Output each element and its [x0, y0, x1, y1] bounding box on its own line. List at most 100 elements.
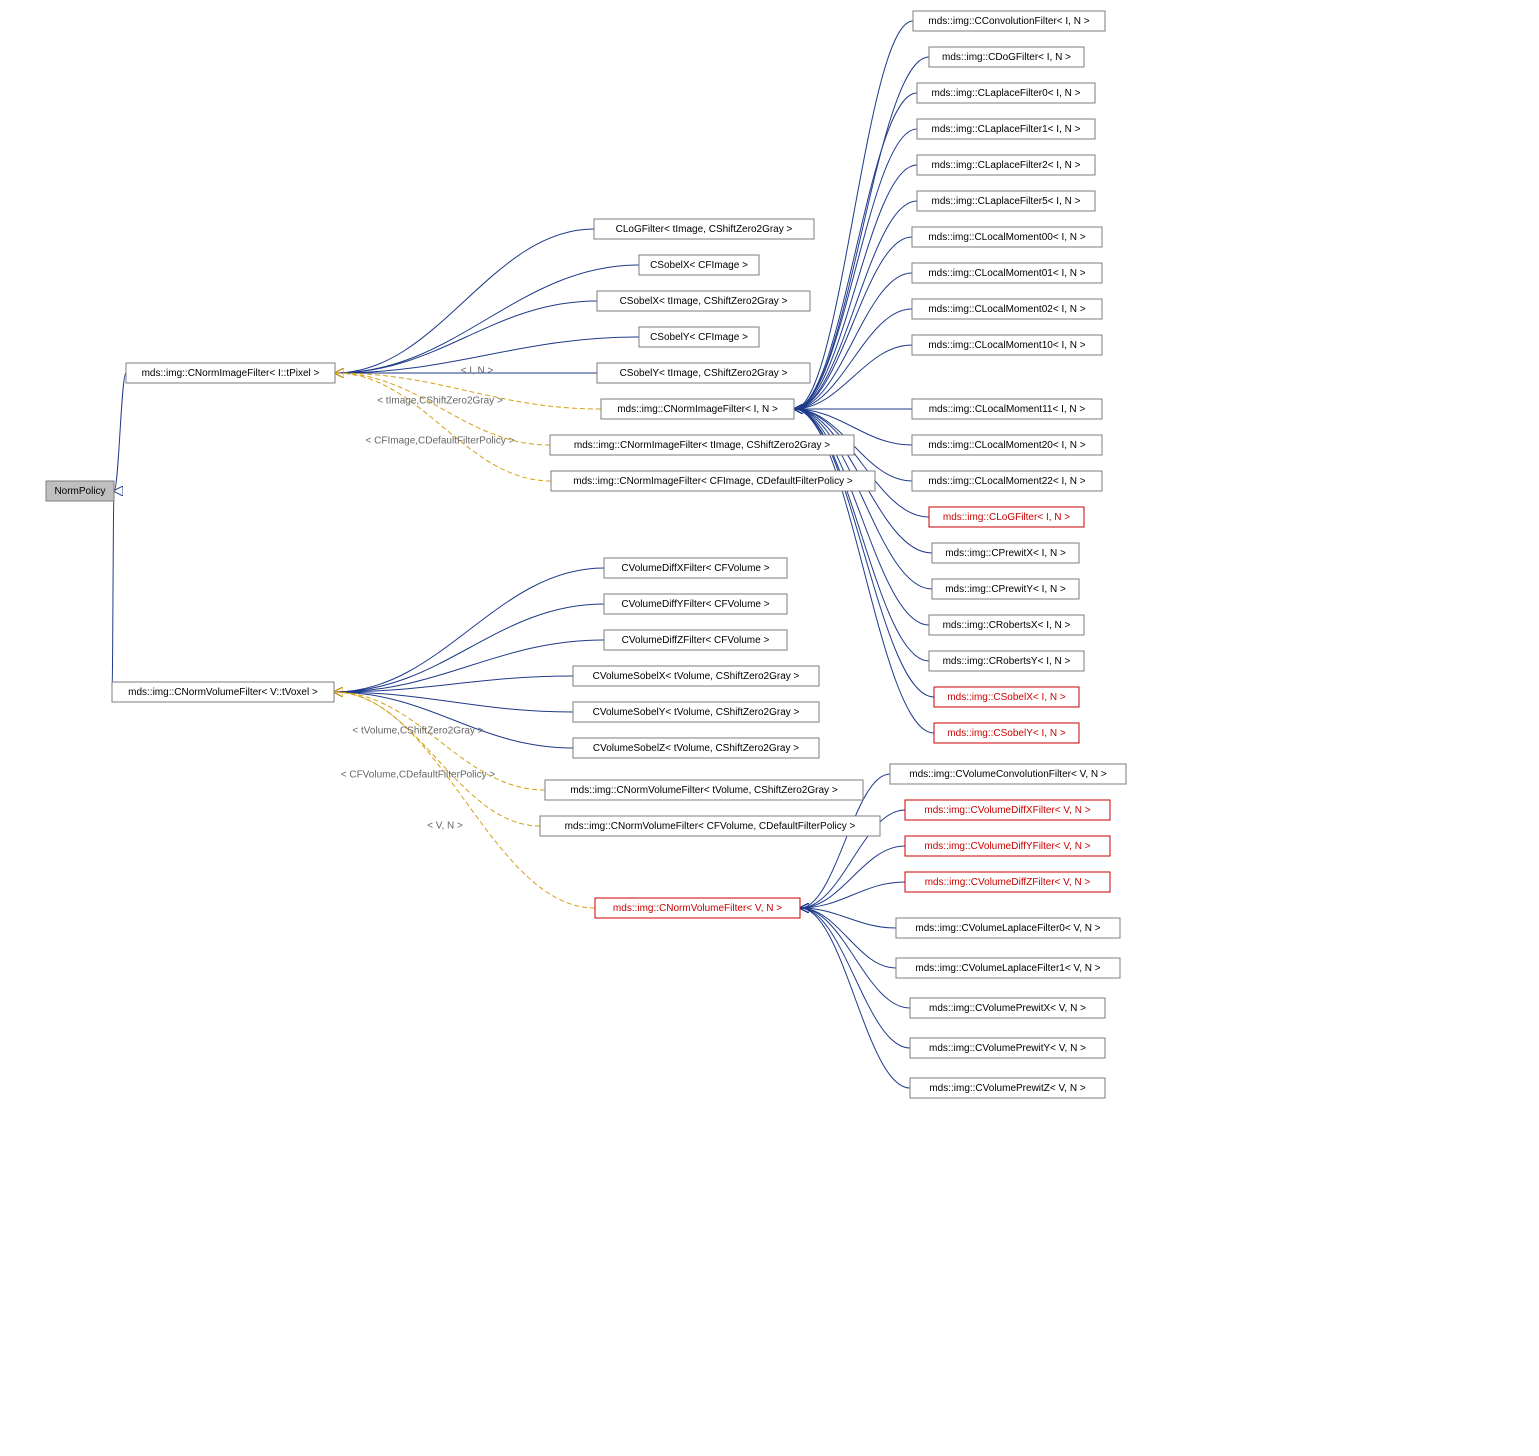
class-node-label: mds::img::CRobertsX< I, N > — [943, 620, 1071, 631]
inheritance-edge — [794, 273, 912, 409]
template-param-label: < tVolume,CShiftZero2Gray > — [352, 726, 483, 737]
class-node-label: mds::img::CLaplaceFilter2< I, N > — [932, 160, 1081, 171]
class-node[interactable]: CSobelY< CFImage > — [639, 327, 759, 347]
class-node[interactable]: CVolumeDiffXFilter< CFVolume > — [604, 558, 787, 578]
inheritance-edge — [114, 373, 126, 491]
class-node-label: mds::img::CVolumeLaplaceFilter0< V, N > — [915, 923, 1100, 934]
class-node[interactable]: CSobelX< CFImage > — [639, 255, 759, 275]
class-node[interactable]: mds::img::CLocalMoment02< I, N > — [912, 299, 1102, 319]
class-node-label: mds::img::CLocalMoment10< I, N > — [928, 340, 1085, 351]
class-node-label: mds::img::CNormImageFilter< I::tPixel > — [142, 368, 320, 379]
class-node-label: mds::img::CLaplaceFilter5< I, N > — [932, 196, 1081, 207]
class-node-label: CVolumeDiffYFilter< CFVolume > — [621, 599, 769, 610]
inheritance-edge — [794, 129, 917, 409]
class-node-label: mds::img::CSobelX< I, N > — [947, 692, 1066, 703]
class-node-label: mds::img::CPrewitX< I, N > — [945, 548, 1066, 559]
class-node-label: mds::img::CNormVolumeFilter< tVolume, CS… — [570, 785, 837, 796]
class-node-label: mds::img::CLaplaceFilter0< I, N > — [932, 88, 1081, 99]
class-node-label: mds::img::CConvolutionFilter< I, N > — [928, 16, 1089, 27]
class-node-label: mds::img::CVolumeDiffYFilter< V, N > — [924, 841, 1090, 852]
class-node-label: mds::img::CLocalMoment11< I, N > — [929, 404, 1086, 415]
class-node[interactable]: CSobelY< tImage, CShiftZero2Gray > — [597, 363, 810, 383]
class-node[interactable]: mds::img::CRobertsY< I, N > — [929, 651, 1084, 671]
class-node[interactable]: mds::img::CRobertsX< I, N > — [929, 615, 1084, 635]
inheritance-diagram: NormPolicy mds::img::CNormImageFilter< I:… — [0, 0, 1539, 1456]
class-node[interactable]: CSobelX< tImage, CShiftZero2Gray > — [597, 291, 810, 311]
class-node[interactable]: mds::img::CLoGFilter< I, N > — [929, 507, 1084, 527]
inheritance-edge — [800, 908, 910, 1048]
class-node-label: mds::img::CLocalMoment22< I, N > — [928, 476, 1085, 487]
class-node[interactable]: mds::img::CNormImageFilter< tImage, CShi… — [550, 435, 854, 455]
inheritance-edge — [335, 373, 551, 481]
class-node[interactable]: mds::img::CPrewitX< I, N > — [932, 543, 1079, 563]
class-node[interactable]: mds::img::CConvolutionFilter< I, N > — [913, 11, 1105, 31]
class-node-label: mds::img::CNormVolumeFilter< CFVolume, C… — [565, 821, 856, 832]
inheritance-edge — [335, 301, 597, 373]
class-node[interactable]: mds::img::CLaplaceFilter2< I, N > — [917, 155, 1095, 175]
class-node-label: mds::img::CNormImageFilter< I, N > — [617, 404, 778, 415]
inheritance-edge — [794, 409, 929, 517]
class-node-label: CVolumeDiffZFilter< CFVolume > — [622, 635, 770, 646]
class-node[interactable]: mds::img::CNormImageFilter< I, N > — [601, 399, 794, 419]
class-node[interactable]: mds::img::CVolumePrewitY< V, N > — [910, 1038, 1105, 1058]
class-node[interactable]: CVolumeSobelZ< tVolume, CShiftZero2Gray … — [573, 738, 819, 758]
class-node[interactable]: CLoGFilter< tImage, CShiftZero2Gray > — [594, 219, 814, 239]
inheritance-edge — [335, 373, 550, 445]
class-node-label: mds::img::CPrewitY< I, N > — [945, 584, 1066, 595]
class-node[interactable]: mds::img::CVolumePrewitX< V, N > — [910, 998, 1105, 1018]
class-node-label: mds::img::CNormVolumeFilter< V::tVoxel > — [128, 687, 318, 698]
class-node[interactable]: mds::img::CNormVolumeFilter< V, N > — [595, 898, 800, 918]
class-node-label: mds::img::CVolumeDiffXFilter< V, N > — [924, 805, 1090, 816]
class-node-label: CVolumeSobelY< tVolume, CShiftZero2Gray … — [593, 707, 800, 718]
class-node[interactable]: CVolumeDiffYFilter< CFVolume > — [604, 594, 787, 614]
class-node[interactable]: mds::img::CLaplaceFilter1< I, N > — [917, 119, 1095, 139]
class-node-label: mds::img::CVolumeConvolutionFilter< V, N… — [909, 769, 1107, 780]
class-node[interactable]: CVolumeSobelX< tVolume, CShiftZero2Gray … — [573, 666, 819, 686]
class-node[interactable]: mds::img::CLocalMoment00< I, N > — [912, 227, 1102, 247]
class-node[interactable]: mds::img::CNormVolumeFilter< CFVolume, C… — [540, 816, 880, 836]
inheritance-edge — [800, 908, 910, 1008]
class-node-label: mds::img::CVolumePrewitX< V, N > — [929, 1003, 1086, 1014]
class-node[interactable]: mds::img::CVolumeDiffYFilter< V, N > — [905, 836, 1110, 856]
class-node[interactable]: mds::img::CVolumeLaplaceFilter1< V, N > — [896, 958, 1120, 978]
class-node[interactable]: mds::img::CLaplaceFilter5< I, N > — [917, 191, 1095, 211]
class-node[interactable]: mds::img::CLocalMoment01< I, N > — [912, 263, 1102, 283]
class-node[interactable]: mds::img::CLocalMoment11< I, N > — [912, 399, 1102, 419]
class-node[interactable]: mds::img::CPrewitY< I, N > — [932, 579, 1079, 599]
class-node-label: mds::img::CLocalMoment01< I, N > — [928, 268, 1085, 279]
class-node-label: CVolumeDiffXFilter< CFVolume > — [621, 563, 769, 574]
class-node[interactable]: mds::img::CVolumePrewitZ< V, N > — [910, 1078, 1105, 1098]
class-node-label: mds::img::CNormImageFilter< CFImage, CDe… — [573, 476, 853, 487]
class-node-label: mds::img::CDoGFilter< I, N > — [942, 52, 1071, 63]
class-node[interactable]: mds::img::CLaplaceFilter0< I, N > — [917, 83, 1095, 103]
class-node[interactable]: mds::img::CLocalMoment20< I, N > — [912, 435, 1102, 455]
template-param-label: < CFVolume,CDefaultFilterPolicy > — [341, 770, 496, 781]
class-node[interactable]: mds::img::CNormVolumeFilter< tVolume, CS… — [545, 780, 863, 800]
class-node-label: mds::img::CSobelY< I, N > — [947, 728, 1066, 739]
class-node-label: CVolumeSobelZ< tVolume, CShiftZero2Gray … — [593, 743, 799, 754]
class-node[interactable]: mds::img::CSobelY< I, N > — [934, 723, 1079, 743]
class-node[interactable]: mds::img::CLocalMoment22< I, N > — [912, 471, 1102, 491]
class-node[interactable]: mds::img::CNormImageFilter< I::tPixel > — [126, 363, 335, 383]
class-node-label: CSobelX< CFImage > — [650, 260, 748, 271]
class-node[interactable]: mds::img::CVolumeDiffZFilter< V, N > — [905, 872, 1110, 892]
class-node[interactable]: mds::img::CLocalMoment10< I, N > — [912, 335, 1102, 355]
class-node-label: CSobelY< tImage, CShiftZero2Gray > — [620, 368, 788, 379]
inheritance-edge — [334, 692, 540, 826]
class-node-label: CSobelX< tImage, CShiftZero2Gray > — [620, 296, 788, 307]
template-param-label: < tImage,CShiftZero2Gray > — [377, 396, 503, 407]
class-node[interactable]: CVolumeDiffZFilter< CFVolume > — [604, 630, 787, 650]
class-node[interactable]: mds::img::CVolumeDiffXFilter< V, N > — [905, 800, 1110, 820]
class-node[interactable]: mds::img::CSobelX< I, N > — [934, 687, 1079, 707]
class-node[interactable]: CVolumeSobelY< tVolume, CShiftZero2Gray … — [573, 702, 819, 722]
class-node[interactable]: mds::img::CVolumeConvolutionFilter< V, N… — [890, 764, 1126, 784]
inheritance-edge — [334, 568, 604, 692]
class-node-label: mds::img::CVolumePrewitY< V, N > — [929, 1043, 1086, 1054]
class-node[interactable]: mds::img::CDoGFilter< I, N > — [929, 47, 1084, 67]
class-node[interactable]: mds::img::CVolumeLaplaceFilter0< V, N > — [896, 918, 1120, 938]
class-node[interactable]: NormPolicy — [46, 481, 114, 501]
template-param-label: < I, N > — [461, 366, 494, 377]
class-node[interactable]: mds::img::CNormVolumeFilter< V::tVoxel > — [112, 682, 334, 702]
class-node[interactable]: mds::img::CNormImageFilter< CFImage, CDe… — [551, 471, 875, 491]
class-node-label: mds::img::CLocalMoment02< I, N > — [928, 304, 1085, 315]
